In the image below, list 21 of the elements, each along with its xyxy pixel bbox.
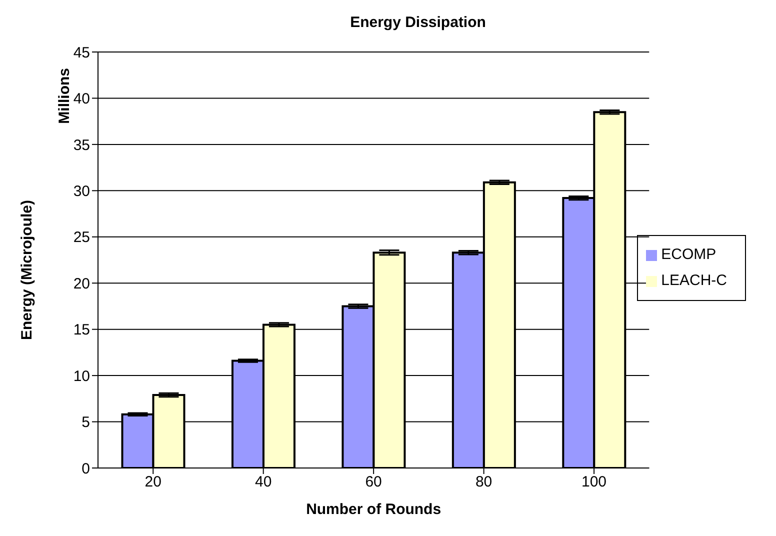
y-tick-label: 45	[73, 44, 90, 62]
x-tick-label: 80	[475, 474, 492, 491]
chart-title: Energy Dissipation	[349, 14, 487, 31]
x-tick-label: 60	[365, 474, 382, 491]
y-tick-label: 25	[73, 229, 90, 246]
y-tick-label: 5	[82, 414, 90, 432]
legend-label: LEACH-C	[661, 272, 727, 289]
x-tick-label: 100	[582, 474, 607, 491]
x-axis-title: Number of Rounds	[306, 501, 442, 518]
text: Millions	[56, 68, 73, 124]
y-tick-label: 10	[73, 368, 90, 385]
y-tick-label: 15	[73, 322, 90, 339]
x-tick-label: 20	[144, 474, 162, 491]
y-tick-label: 35	[73, 136, 90, 154]
x-tick-label: 40	[255, 474, 272, 491]
y-tick-label: 30	[73, 182, 90, 200]
y-tick-label: 20	[73, 275, 90, 292]
legend-label: ECOMP	[661, 246, 716, 263]
y-axis-title: Energy (Microjoule)	[18, 200, 36, 340]
y-tick-label: 40	[73, 90, 90, 108]
y-tick-label: 0	[82, 460, 90, 478]
